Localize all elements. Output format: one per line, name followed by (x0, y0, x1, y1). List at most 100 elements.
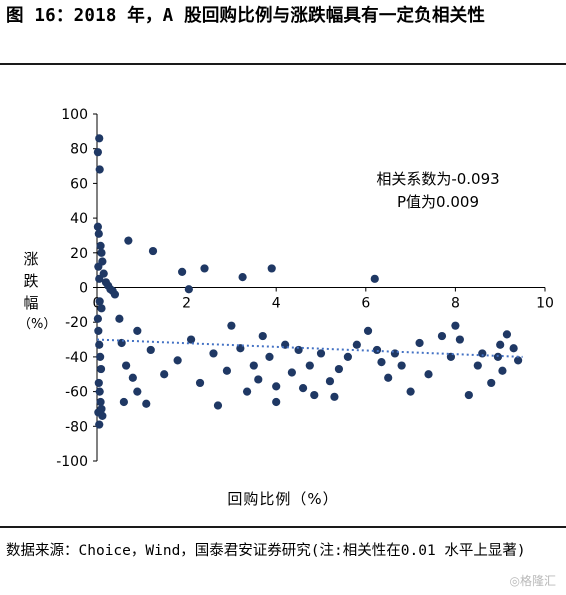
figure-title: 图 16：2018 年，A 股回购比例与涨跌幅具有一定负相关性 (6, 6, 486, 26)
data-point (93, 314, 102, 323)
data-point (97, 304, 106, 313)
data-point (455, 335, 464, 344)
data-point (95, 387, 104, 396)
data-point (487, 378, 496, 388)
data-point (209, 349, 218, 358)
data-point (325, 377, 335, 386)
watermark: ◎格隆汇 (509, 574, 556, 588)
data-point (370, 274, 379, 283)
data-point (305, 361, 314, 370)
data-point (95, 274, 104, 283)
data-point (384, 373, 393, 382)
data-point (514, 356, 523, 365)
y-tick-label: 60 (70, 176, 88, 192)
y-tick-label: -80 (65, 419, 88, 435)
data-point (178, 267, 187, 276)
data-point (334, 364, 344, 374)
top-rule (0, 63, 566, 65)
y-axis-label-char: 幅 (23, 294, 39, 312)
y-tick-label: -40 (65, 350, 88, 366)
data-point (94, 378, 103, 388)
data-point (509, 344, 518, 353)
data-point (254, 375, 263, 384)
data-point (195, 378, 205, 388)
x-tick-label: 6 (361, 296, 370, 312)
y-tick-label: -100 (56, 454, 88, 470)
y-tick-label: 20 (70, 246, 88, 262)
data-point (222, 366, 232, 375)
y-axis-label-unit: （%） (18, 317, 57, 332)
data-point (316, 349, 326, 358)
data-point (242, 387, 252, 396)
data-point (95, 420, 104, 429)
data-point (173, 356, 182, 365)
data-point (142, 399, 151, 408)
data-point (343, 352, 352, 361)
data-point (124, 236, 133, 245)
x-tick-label: 8 (451, 296, 460, 312)
data-point (310, 390, 319, 400)
data-point (493, 352, 503, 361)
data-point (94, 262, 103, 271)
data-point (265, 352, 274, 361)
data-point (298, 384, 308, 393)
data-point (272, 397, 281, 407)
data-point (96, 364, 106, 374)
y-tick-label: -60 (65, 385, 88, 401)
data-point (94, 326, 103, 335)
data-point (415, 338, 424, 348)
y-tick-label: 40 (70, 211, 88, 227)
data-point (464, 390, 473, 400)
data-point (95, 297, 104, 306)
data-point (451, 321, 460, 330)
data-point (496, 340, 505, 349)
data-point (258, 331, 267, 341)
data-point (363, 326, 373, 335)
data-point (133, 387, 142, 396)
x-axis-label: 回购比例（%） (227, 490, 339, 508)
y-axis-label-char: 涨 (23, 250, 39, 268)
data-point (478, 349, 487, 358)
p-value: P值为0.009 (397, 193, 479, 211)
data-point (238, 272, 247, 282)
data-point (390, 349, 400, 358)
data-point (372, 345, 382, 355)
data-point (119, 397, 128, 407)
data-point (160, 370, 169, 379)
data-point (227, 321, 236, 330)
data-point (424, 370, 433, 379)
data-point (294, 345, 303, 355)
data-point (437, 331, 447, 341)
data-point (96, 352, 105, 361)
bottom-rule (0, 526, 566, 528)
y-tick-label: 0 (79, 281, 88, 297)
data-point (184, 285, 193, 294)
data-point (95, 134, 104, 143)
y-tick-label: 100 (61, 107, 88, 123)
data-point (330, 392, 339, 401)
correlation-coefficient: 相关系数为-0.093 (376, 170, 500, 188)
source-note: 数据来源：Choice，Wind，国泰君安证券研究(注:相关性在0.01 水平上… (6, 543, 526, 559)
data-point (406, 387, 415, 396)
data-point (98, 411, 107, 420)
data-point (352, 340, 361, 349)
data-point (95, 340, 104, 349)
data-point (146, 345, 155, 355)
data-point (94, 229, 103, 238)
y-axis-label: 涨 跌 幅 （%） (18, 248, 57, 336)
data-point (97, 248, 106, 257)
data-point (96, 241, 105, 250)
data-point (93, 148, 102, 157)
data-point (502, 330, 512, 339)
data-point (397, 361, 406, 370)
data-point (267, 264, 276, 273)
data-point (110, 290, 120, 299)
data-point (148, 246, 158, 256)
data-point (213, 401, 223, 410)
data-point (115, 314, 124, 323)
data-point (272, 382, 281, 391)
y-tick-label: -20 (65, 315, 88, 331)
data-point (96, 397, 105, 407)
trend-line (96, 338, 523, 358)
y-axis-label-char: 跌 (23, 272, 39, 290)
